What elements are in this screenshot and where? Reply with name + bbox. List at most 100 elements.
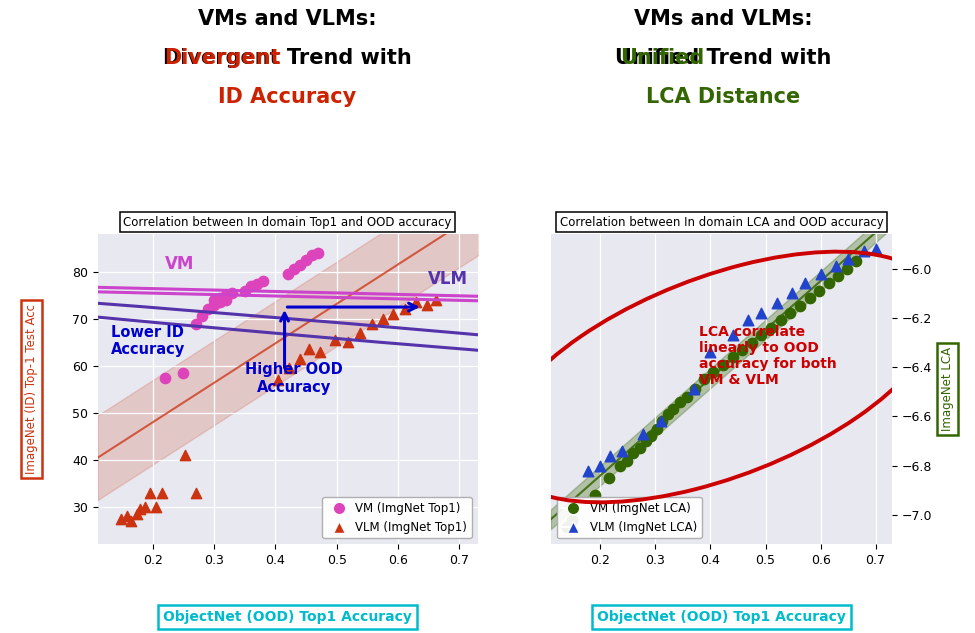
Point [680,392,695,402]
Point [564,515,579,525]
Point [593,461,608,471]
Point [798,279,813,289]
Point [207,299,222,310]
Title: Correlation between In domain Top1 and OOD accuracy: Correlation between In domain Top1 and O… [124,216,451,229]
Point [724,352,740,362]
Point [176,368,191,378]
Point [292,260,308,270]
Point [638,436,653,446]
Point [660,409,676,419]
Point [840,254,856,264]
Point [603,451,618,461]
Point [188,318,204,329]
Point [409,298,424,308]
Point [703,348,719,358]
Point [811,285,827,296]
Point [673,396,688,406]
Legend: VM (ImgNet LCA), VLM (ImgNet LCA): VM (ImgNet LCA), VLM (ImgNet LCA) [557,497,702,539]
Point [612,461,628,471]
Point [632,443,647,453]
Point [754,330,769,340]
Text: LCA Distance: LCA Distance [646,87,800,108]
Text: ObjectNet (OOD) Top1 Accuracy: ObjectNet (OOD) Top1 Accuracy [597,610,846,624]
Text: VMs and VLMs:: VMs and VLMs: [634,9,813,30]
Point [821,279,837,289]
Point [207,295,222,305]
Point [250,279,265,289]
Point [194,311,210,322]
Point [200,304,215,315]
Point [255,276,271,286]
Point [768,298,784,308]
Point [740,315,756,325]
Point [813,268,829,279]
Point [686,384,702,394]
Point [587,490,603,500]
Point [744,337,760,348]
Point [130,509,145,519]
Text: Unified: Unified [620,48,704,68]
Text: Higher OOD
Accuracy: Higher OOD Accuracy [245,362,342,394]
Point [385,309,401,319]
Point [828,261,843,272]
Point [734,345,750,355]
Point [237,285,253,296]
Point [687,384,703,394]
Title: Correlation between In domain LCA and OOD accuracy: Correlation between In domain LCA and OO… [560,216,883,229]
Point [218,295,234,305]
Point [706,367,722,377]
Point [298,255,314,265]
Point [784,288,800,298]
Point [868,244,883,254]
Point [224,288,240,298]
Point [801,293,817,303]
Point [626,448,642,458]
Point [665,404,681,414]
Point [428,295,444,305]
Point [601,473,616,483]
Point [218,291,234,301]
Text: Lower ID
Accuracy: Lower ID Accuracy [111,325,185,357]
Point [188,487,204,498]
Point [154,487,170,498]
Point [280,269,295,279]
Text: ImageNet LCA: ImageNet LCA [941,348,955,431]
Point [119,511,135,521]
Point [792,301,807,311]
Legend: VM (ImgNet Top1), VLM (ImgNet Top1): VM (ImgNet Top1), VLM (ImgNet Top1) [322,497,472,539]
Point [340,337,356,348]
Point [148,502,164,512]
Point [133,504,148,514]
Point [286,265,301,275]
Text: ImageNet (ID) Top-1 Test Acc: ImageNet (ID) Top-1 Test Acc [24,304,38,474]
Point [653,417,669,427]
Text: Divergent Trend with: Divergent Trend with [163,48,412,68]
Text: LCA correlate
linearly to OOD
accuracy for both
VM & VLM: LCA correlate linearly to OOD accuracy f… [699,325,838,387]
Point [213,292,228,303]
Point [754,308,769,318]
Point [281,363,296,373]
Point [560,522,575,532]
Point [839,263,855,273]
Point [636,429,651,439]
Point [271,375,287,385]
Point [783,308,799,318]
Point [113,513,129,523]
Text: VM: VM [165,256,194,273]
Text: VLM: VLM [427,270,467,287]
Point [157,372,173,382]
Point [310,248,326,258]
Text: Divergent: Divergent [164,48,281,68]
Point [243,281,258,291]
Point [312,347,328,357]
Point [773,315,789,325]
Point [831,271,846,281]
Point [763,323,779,333]
Point [304,250,320,260]
Point [374,314,390,324]
Point [856,246,872,256]
Point [648,423,664,434]
Point [398,304,413,315]
Text: Unified Trend with: Unified Trend with [615,48,832,68]
Text: ID Accuracy: ID Accuracy [218,87,357,108]
